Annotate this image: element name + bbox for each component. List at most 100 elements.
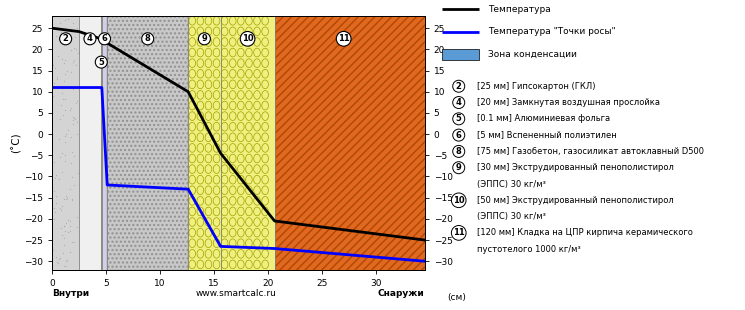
Point [71, 25, 83, 30]
Point [72, 50, 84, 55]
Point [54, 116, 66, 121]
Point [54, 207, 66, 212]
Point [51, 260, 63, 265]
Point [63, 41, 74, 46]
Point [64, 219, 76, 224]
Point [52, 260, 64, 265]
Point [58, 223, 70, 228]
Point [51, 77, 63, 82]
Point [57, 60, 69, 65]
Point [50, 193, 62, 198]
Text: 8: 8 [145, 34, 150, 43]
Text: [5 мм] Вспененный полиэтилен: [5 мм] Вспененный полиэтилен [477, 131, 617, 140]
Point [60, 258, 72, 263]
Point [56, 57, 68, 62]
Point [55, 29, 67, 34]
Bar [221, 16, 275, 270]
Point [59, 72, 71, 77]
Text: 9: 9 [201, 34, 207, 43]
Point [48, 159, 60, 164]
Point [48, 210, 60, 215]
Bar [102, 16, 107, 270]
Point [60, 132, 72, 137]
Point [59, 228, 71, 233]
Text: www.smartcalc.ru: www.smartcalc.ru [195, 289, 276, 298]
Point [66, 197, 78, 202]
Text: пустотелого 1000 кг/м³: пустотелого 1000 кг/м³ [477, 245, 581, 254]
Point [50, 34, 62, 39]
Text: [30 мм] Экструдированный пенополистирол: [30 мм] Экструдированный пенополистирол [477, 163, 674, 172]
Point [47, 248, 59, 253]
Point [56, 170, 68, 175]
Bar [275, 16, 425, 270]
Point [66, 197, 78, 202]
Point [60, 220, 72, 225]
Point [54, 20, 66, 25]
Point [71, 120, 83, 125]
Text: 10: 10 [242, 34, 253, 43]
Point [66, 48, 77, 53]
Point [59, 158, 71, 163]
Point [56, 204, 68, 209]
Y-axis label: (˚C): (˚C) [11, 132, 22, 153]
Point [60, 197, 72, 202]
Point [60, 258, 72, 263]
Point [62, 16, 74, 21]
Point [61, 195, 73, 200]
Point [69, 35, 80, 40]
Point [48, 205, 60, 210]
Point [57, 37, 69, 42]
Text: 2: 2 [456, 82, 462, 91]
Point [53, 137, 65, 142]
Point [65, 161, 77, 166]
Point [68, 45, 80, 50]
Point [51, 74, 63, 79]
Point [69, 117, 81, 122]
Point [67, 60, 79, 65]
Point [70, 101, 82, 106]
Point [70, 63, 82, 68]
Point [58, 224, 70, 228]
Point [54, 256, 66, 261]
Point [67, 114, 79, 119]
Text: Снаружи: Снаружи [378, 289, 425, 298]
Point [54, 226, 66, 231]
Point [65, 135, 77, 140]
Text: 11: 11 [453, 228, 465, 237]
Text: 4: 4 [87, 34, 93, 43]
Point [72, 171, 83, 176]
Point [72, 214, 83, 219]
Point [64, 186, 76, 191]
Point [72, 131, 83, 136]
Bar [107, 16, 188, 270]
Text: (ЭППС) 30 кг/м³: (ЭППС) 30 кг/м³ [477, 212, 546, 221]
Point [62, 218, 74, 223]
Text: (см): (см) [447, 293, 466, 302]
Point [70, 46, 82, 51]
Bar [107, 16, 188, 270]
Point [58, 78, 70, 83]
Point [58, 243, 70, 248]
Point [69, 58, 80, 63]
Point [57, 91, 69, 95]
Text: [120 мм] Кладка на ЦПР кирпича керамического: [120 мм] Кладка на ЦПР кирпича керамичес… [477, 228, 693, 237]
Bar [188, 16, 221, 270]
Point [70, 85, 82, 90]
Point [72, 224, 83, 229]
Point [58, 263, 70, 268]
Point [66, 106, 77, 111]
Point [57, 113, 69, 117]
Point [50, 255, 62, 260]
Point [54, 205, 66, 210]
Point [66, 150, 77, 155]
Text: Температура: Температура [488, 5, 551, 14]
Text: [0.1 мм] Алюминиевая фольга: [0.1 мм] Алюминиевая фольга [477, 114, 610, 123]
Text: 8: 8 [456, 147, 462, 156]
Text: Внутри: Внутри [52, 289, 89, 298]
Point [64, 224, 76, 228]
Text: 11: 11 [337, 34, 349, 43]
Point [49, 175, 61, 180]
Point [48, 65, 60, 70]
Point [56, 232, 68, 237]
Bar [79, 16, 101, 270]
